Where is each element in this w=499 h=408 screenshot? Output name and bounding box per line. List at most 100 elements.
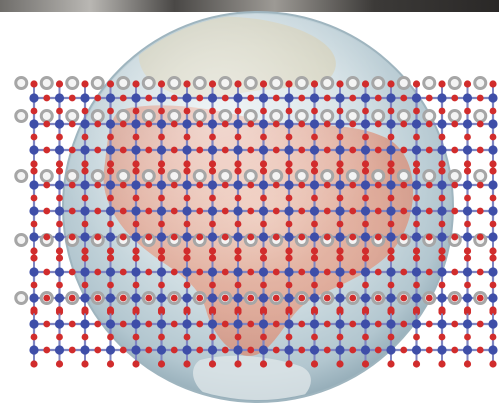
oxygen-atom: [451, 346, 459, 354]
oxygen-atom: [336, 254, 344, 262]
oxygen-atom: [221, 94, 229, 102]
oxygen-atom: [438, 333, 446, 341]
oxygen-atom: [183, 360, 191, 368]
metal-atom: [386, 145, 396, 155]
oxygen-atom: [107, 194, 114, 202]
oxygen-atom: [323, 146, 331, 154]
oxygen-atom: [387, 254, 395, 262]
metal-atom: [131, 93, 141, 103]
metal-atom: [411, 293, 422, 303]
oxygen-atom: [30, 281, 38, 289]
oxygen-atom: [361, 360, 370, 368]
oxygen-atom: [387, 247, 395, 255]
oxygen-atom: [208, 306, 217, 314]
oxygen-atom: [400, 320, 408, 328]
oxygen-atom: [464, 333, 471, 341]
oxygen-atom: [209, 220, 216, 228]
oxygen-atom: [323, 233, 331, 241]
oxygen-atom: [221, 346, 229, 354]
metal-atom: [437, 93, 447, 103]
oxygen-atom: [81, 360, 89, 368]
oxygen-atom: [349, 268, 357, 276]
oxygen-atom: [374, 346, 382, 354]
cation-atom: [192, 169, 207, 183]
metal-atom: [309, 319, 320, 329]
metal-atom: [309, 267, 320, 277]
oxygen-atom: [260, 333, 267, 341]
cation-atom: [422, 76, 437, 90]
oxygen-atom: [81, 80, 89, 88]
cation-atom: [320, 169, 335, 183]
oxygen-atom: [157, 160, 166, 168]
cation-atom: [90, 109, 105, 123]
oxygen-atom: [106, 160, 115, 168]
oxygen-atom: [272, 120, 280, 128]
oxygen-atom: [30, 107, 38, 115]
metal-atom: [360, 145, 371, 155]
oxygen-atom: [298, 346, 306, 354]
oxygen-atom: [157, 80, 166, 88]
oxygen-atom: [336, 220, 344, 228]
oxygen-atom: [234, 333, 242, 341]
oxygen-atom: [272, 207, 280, 215]
oxygen-atom: [221, 268, 229, 276]
oxygen-atom: [170, 233, 178, 241]
oxygen-atom: [489, 167, 497, 175]
oxygen-atom: [43, 294, 51, 302]
oxygen-atom: [170, 207, 178, 215]
oxygen-atom: [489, 194, 497, 202]
cation-atom: [39, 109, 54, 123]
cation-atom: [14, 76, 29, 90]
oxygen-atom: [221, 181, 229, 189]
oxygen-atom: [259, 160, 268, 168]
oxygen-atom: [247, 181, 255, 189]
oxygen-atom: [119, 320, 127, 328]
oxygen-atom: [259, 80, 268, 88]
metal-atom: [156, 232, 167, 242]
oxygen-atom: [489, 254, 497, 262]
oxygen-atom: [196, 233, 204, 241]
metal-atom: [54, 267, 65, 277]
oxygen-atom: [349, 320, 357, 328]
oxygen-atom: [119, 294, 127, 302]
oxygen-atom: [412, 306, 421, 314]
oxygen-atom: [221, 120, 229, 128]
oxygen-atom: [56, 333, 63, 341]
metal-atom: [233, 119, 243, 129]
oxygen-atom: [438, 306, 446, 314]
oxygen-atom: [132, 306, 140, 314]
oxygen-atom: [170, 320, 178, 328]
oxygen-atom: [298, 320, 306, 328]
metal-atom: [182, 345, 192, 355]
oxygen-atom: [221, 233, 229, 241]
oxygen-atom: [30, 133, 38, 141]
metal-atom: [105, 145, 116, 155]
oxygen-atom: [209, 107, 216, 115]
oxygen-atom: [56, 220, 63, 228]
oxygen-atom: [412, 160, 421, 168]
metal-atom: [462, 232, 473, 242]
oxygen-atom: [438, 160, 446, 168]
metal-atom: [309, 145, 320, 155]
metal-atom: [309, 345, 320, 355]
oxygen-atom: [476, 207, 484, 215]
oxygen-atom: [55, 254, 64, 262]
oxygen-atom: [336, 107, 344, 115]
oxygen-atom: [361, 306, 370, 314]
metal-atom: [284, 119, 294, 129]
cation-atom: [218, 76, 233, 90]
oxygen-atom: [132, 80, 140, 88]
oxygen-atom: [170, 146, 178, 154]
metal-atom: [80, 345, 90, 355]
oxygen-atom: [476, 181, 484, 189]
metal-atom: [437, 180, 447, 190]
oxygen-atom: [425, 268, 433, 276]
oxygen-atom: [132, 333, 140, 341]
metal-atom: [156, 119, 167, 129]
cation-atom: [396, 169, 411, 183]
oxygen-atom: [30, 160, 38, 168]
oxygen-atom: [145, 346, 153, 354]
metal-atom: [309, 119, 320, 129]
oxygen-atom: [285, 133, 293, 141]
metal-atom: [360, 180, 371, 190]
